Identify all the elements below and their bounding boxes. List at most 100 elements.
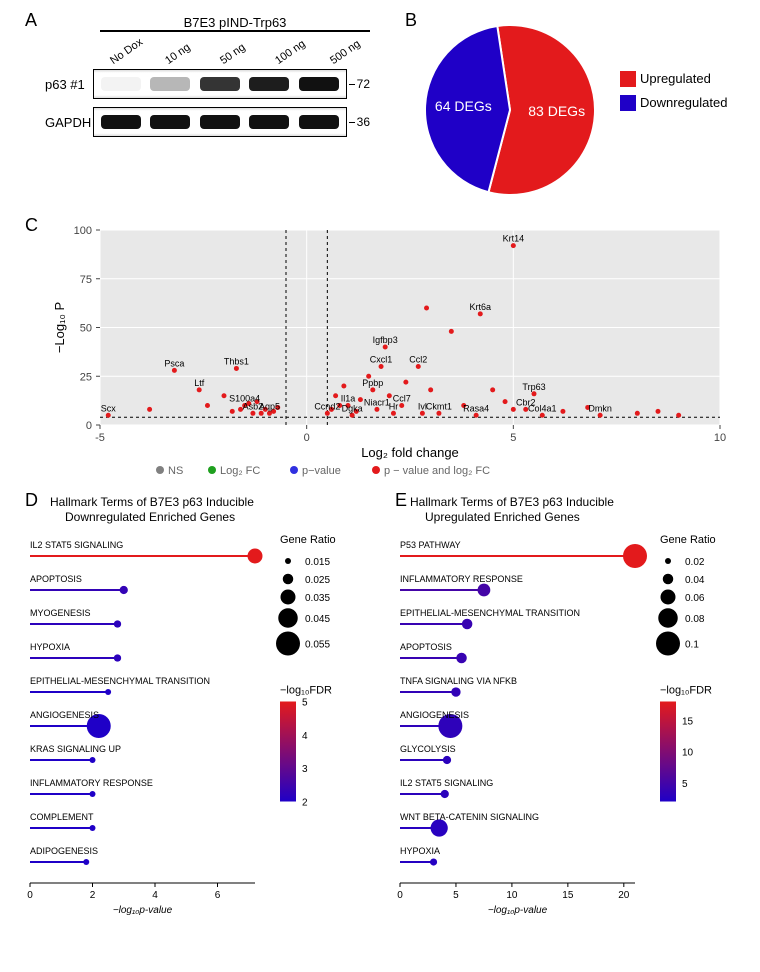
svg-text:0: 0	[304, 432, 310, 444]
svg-text:5: 5	[682, 779, 688, 790]
svg-text:Cxcl1: Cxcl1	[370, 355, 393, 365]
svg-text:Niacr1: Niacr1	[364, 397, 390, 407]
svg-text:0.06: 0.06	[685, 593, 705, 604]
svg-text:100: 100	[74, 225, 92, 237]
volcano-plot: Krt14Krt6aIgfbp3Cxcl1Ccl2PscaThbs1LtfPpb…	[50, 225, 730, 480]
svg-text:KRAS SIGNALING UP: KRAS SIGNALING UP	[30, 744, 121, 754]
svg-text:−log₁₀FDR: −log₁₀FDR	[660, 685, 712, 697]
svg-text:IL2 STAT5 SIGNALING: IL2 STAT5 SIGNALING	[30, 540, 123, 550]
svg-text:APOPTOSIS: APOPTOSIS	[30, 574, 82, 584]
svg-text:4: 4	[302, 731, 308, 742]
panel-a-label: A	[25, 10, 37, 31]
band	[299, 77, 339, 91]
svg-text:Trp63: Trp63	[522, 382, 545, 392]
blot-row1-label: GAPDH	[45, 115, 93, 130]
svg-text:10: 10	[506, 890, 518, 901]
svg-text:Psca: Psca	[164, 358, 184, 368]
svg-text:0.055: 0.055	[305, 640, 330, 651]
lollipop-d: IL2 STAT5 SIGNALINGAPOPTOSISMYOGENESISHY…	[25, 528, 395, 958]
svg-text:NS: NS	[168, 465, 183, 477]
blot-row1-lane	[93, 107, 347, 137]
svg-text:EPITHELIAL-MESENCHYMAL TRANSIT: EPITHELIAL-MESENCHYMAL TRANSITION	[30, 676, 210, 686]
pie-legend: Upregulated Downregulated	[620, 70, 727, 112]
svg-text:ANGIOGENESIS: ANGIOGENESIS	[400, 710, 469, 720]
svg-text:APOPTOSIS: APOPTOSIS	[400, 642, 452, 652]
svg-text:−log₁₀p-value: −log₁₀p-value	[113, 905, 173, 916]
svg-text:Krt6a: Krt6a	[470, 302, 492, 312]
svg-text:P53 PATHWAY: P53 PATHWAY	[400, 540, 461, 550]
marker-1: 36	[357, 115, 370, 129]
svg-text:2: 2	[90, 890, 96, 901]
panel-e-title1: Hallmark Terms of B7E3 p63 Inducible	[410, 495, 614, 509]
svg-text:−log₁₀p-value: −log₁₀p-value	[488, 905, 548, 916]
svg-text:p−value: p−value	[302, 465, 341, 477]
svg-text:HYPOXIA: HYPOXIA	[400, 846, 440, 856]
svg-text:75: 75	[80, 274, 92, 286]
svg-text:Gene Ratio: Gene Ratio	[280, 534, 336, 546]
svg-text:Scx: Scx	[101, 403, 117, 413]
svg-text:Rasa4: Rasa4	[463, 403, 489, 413]
svg-text:64 DEGs: 64 DEGs	[435, 98, 492, 114]
pie-chart: 83 DEGs64 DEGs	[415, 20, 625, 200]
svg-text:5: 5	[453, 890, 459, 901]
svg-text:0.015: 0.015	[305, 557, 330, 568]
band	[101, 77, 141, 91]
dose-1: 10 ng	[163, 41, 192, 67]
svg-text:Log₂ fold change: Log₂ fold change	[361, 445, 459, 460]
legend-swatch-down	[620, 95, 636, 111]
legend-swatch-up	[620, 71, 636, 87]
svg-text:Il1a: Il1a	[341, 394, 356, 404]
panel-e-label: E	[395, 490, 407, 511]
svg-text:10: 10	[714, 432, 726, 444]
panel-a: B7E3 pIND-Trp63 No Dox 10 ng 50 ng 100 n…	[70, 15, 370, 137]
svg-text:COMPLEMENT: COMPLEMENT	[30, 812, 94, 822]
svg-text:3: 3	[302, 764, 308, 775]
dose-0: No Dox	[108, 36, 145, 67]
svg-text:15: 15	[562, 890, 574, 901]
svg-text:5: 5	[302, 698, 308, 709]
svg-text:0: 0	[86, 420, 92, 432]
svg-text:20: 20	[618, 890, 630, 901]
svg-text:15: 15	[682, 716, 694, 727]
svg-text:4: 4	[152, 890, 158, 901]
svg-text:0.08: 0.08	[685, 614, 705, 625]
svg-text:50: 50	[80, 323, 92, 335]
legend-down: Downregulated	[640, 95, 727, 110]
svg-text:Log₂ FC: Log₂ FC	[220, 465, 260, 477]
svg-text:0.1: 0.1	[685, 640, 699, 651]
svg-text:Igfbp3: Igfbp3	[373, 335, 398, 345]
svg-text:0.025: 0.025	[305, 575, 330, 586]
band	[101, 115, 141, 129]
figure: A B7E3 pIND-Trp63 No Dox 10 ng 50 ng 100…	[10, 10, 750, 962]
svg-text:GLYCOLYSIS: GLYCOLYSIS	[400, 744, 456, 754]
svg-text:0: 0	[27, 890, 33, 901]
dose-4: 500 ng	[328, 38, 362, 67]
svg-text:25: 25	[80, 371, 92, 383]
svg-text:10: 10	[682, 748, 694, 759]
svg-text:MYOGENESIS: MYOGENESIS	[30, 608, 91, 618]
svg-text:Aqp5: Aqp5	[259, 401, 280, 411]
svg-text:0.045: 0.045	[305, 614, 330, 625]
svg-text:2: 2	[302, 798, 308, 809]
band	[200, 115, 240, 129]
svg-text:0.02: 0.02	[685, 557, 705, 568]
svg-text:WNT BETA-CATENIN SIGNALING: WNT BETA-CATENIN SIGNALING	[400, 812, 539, 822]
svg-text:−log₁₀FDR: −log₁₀FDR	[280, 685, 332, 697]
panel-d-title2: Downregulated Enriched Genes	[65, 510, 235, 524]
panel-d-label: D	[25, 490, 38, 511]
svg-text:INFLAMMATORY RESPONSE: INFLAMMATORY RESPONSE	[400, 574, 523, 584]
svg-text:5: 5	[510, 432, 516, 444]
marker-0: 72	[357, 77, 370, 91]
band	[150, 77, 190, 91]
panel-e-title2: Upregulated Enriched Genes	[425, 510, 580, 524]
svg-text:Krt14: Krt14	[503, 234, 525, 244]
legend-up: Upregulated	[640, 71, 711, 86]
svg-text:Thbs1: Thbs1	[224, 356, 249, 366]
panel-d-title1: Hallmark Terms of B7E3 p63 Inducible	[50, 495, 254, 509]
band	[249, 115, 289, 129]
svg-text:Ccl7: Ccl7	[393, 394, 411, 404]
svg-text:Ccl2: Ccl2	[409, 355, 427, 365]
svg-text:Ckmt1: Ckmt1	[426, 401, 452, 411]
blot-row0-lane	[93, 69, 347, 99]
svg-text:0.04: 0.04	[685, 575, 705, 586]
